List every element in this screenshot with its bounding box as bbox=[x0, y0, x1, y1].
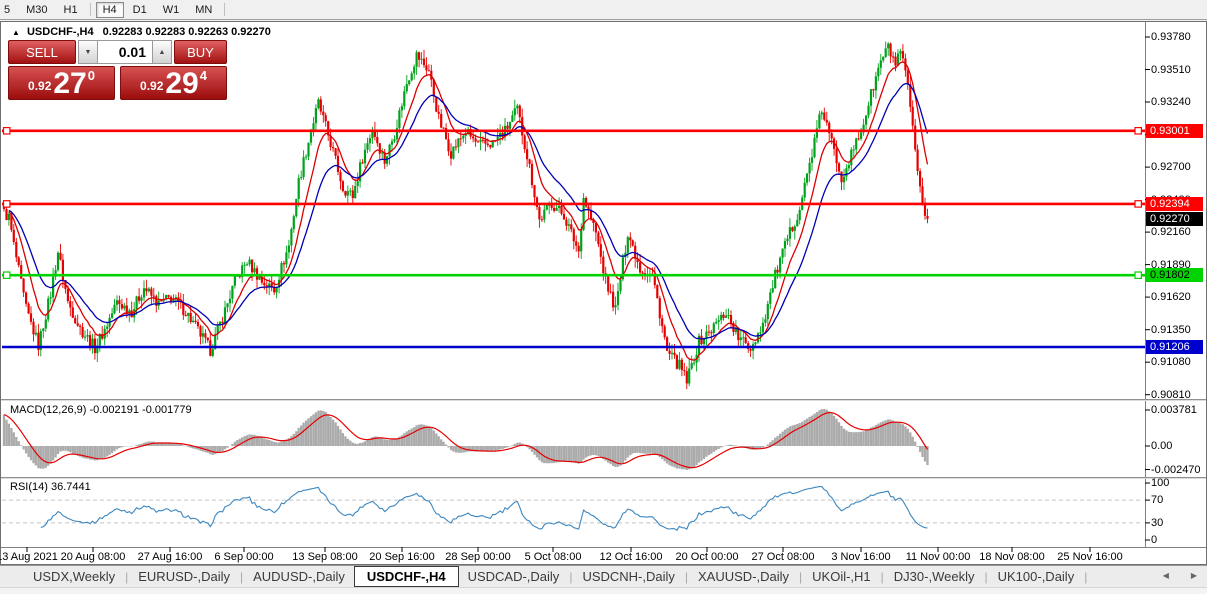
time-axis-label: 20 Sep 16:00 bbox=[369, 551, 435, 563]
current-price-label: 0.92270 bbox=[1146, 212, 1203, 226]
toolbar-separator bbox=[89, 3, 91, 16]
time-axis-label: 12 Oct 16:00 bbox=[599, 551, 663, 563]
chart-tab-usdx-weekly[interactable]: USDX,Weekly bbox=[33, 569, 116, 584]
one-click-panel-toggle-icon[interactable]: ▲ bbox=[12, 28, 20, 37]
timeframe-button-5[interactable]: 5 bbox=[4, 3, 11, 16]
macd-indicator-label: MACD(12,26,9) -0.002191 -0.001779 bbox=[10, 404, 192, 416]
time-axis-label: 27 Oct 08:00 bbox=[751, 551, 815, 563]
time-axis-label: 3 Nov 16:00 bbox=[831, 551, 891, 563]
chart-tab-uk100-daily[interactable]: UK100-,Daily bbox=[997, 569, 1075, 584]
tab-separator: | bbox=[1084, 569, 1088, 584]
buy-price-prefix: 0.92 bbox=[140, 79, 164, 93]
hline-price-label: 0.93001 bbox=[1146, 124, 1203, 138]
time-axis-label: 18 Nov 08:00 bbox=[979, 551, 1045, 563]
tab-separator: | bbox=[239, 569, 244, 584]
price-axis-tick-label: 0.92700 bbox=[1151, 161, 1191, 173]
timeframe-button-h4[interactable]: H4 bbox=[95, 1, 124, 18]
tab-separator: | bbox=[684, 569, 689, 584]
chart-tab-usdcnh-daily[interactable]: USDCNH-,Daily bbox=[582, 569, 675, 584]
tab-separator: | bbox=[125, 569, 129, 584]
time-axis-label: 13 Sep 08:00 bbox=[292, 551, 358, 563]
time-axis-label: 5 Oct 08:00 bbox=[524, 551, 582, 563]
time-axis-label: 20 Oct 00:00 bbox=[675, 551, 739, 563]
chart-tab-audusd-daily[interactable]: AUDUSD-,Daily bbox=[253, 569, 345, 584]
chart-title: ▲ USDCHF-,H4 0.92283 0.92283 0.92263 0.9… bbox=[12, 26, 271, 38]
buy-price-pip-digit: 4 bbox=[199, 68, 207, 83]
tab-scroll-right-icon[interactable]: ▶ bbox=[1190, 571, 1197, 580]
chart-title-symbol: USDCHF-,H4 bbox=[26, 26, 94, 38]
price-axis-tick-label: 0.93780 bbox=[1151, 31, 1191, 43]
time-axis-label: 20 Aug 08:00 bbox=[60, 551, 126, 563]
chart-title-ohlc: 0.92283 0.92283 0.92263 0.92270 bbox=[102, 26, 271, 38]
price-axis-tick-label: 0.91350 bbox=[1151, 324, 1191, 336]
one-click-trading-panel: SELL ▼ 0.01 ▲ BUY 0.92 27 0 0.92 29 4 bbox=[8, 40, 227, 100]
tab-separator: | bbox=[569, 569, 573, 584]
rsi-axis-label: 70 bbox=[1151, 494, 1164, 506]
chart-tab-usdcad-daily[interactable]: USDCAD-,Daily bbox=[467, 569, 560, 584]
rsi-axis-label: 100 bbox=[1151, 477, 1170, 489]
sell-price-display[interactable]: 0.92 27 0 bbox=[8, 66, 115, 100]
volume-input[interactable]: 0.01 bbox=[98, 40, 152, 64]
rsi-axis-label: 0 bbox=[1151, 534, 1158, 546]
time-axis-label: 27 Aug 16:00 bbox=[137, 551, 203, 563]
hline-price-label: 0.91206 bbox=[1146, 340, 1203, 354]
macd-axis-label: -0.002470 bbox=[1151, 464, 1201, 476]
chart-tab-dj30-weekly[interactable]: DJ30-,Weekly bbox=[893, 569, 975, 584]
price-axis-tick-label: 0.91620 bbox=[1151, 291, 1191, 303]
timeframe-button-w1[interactable]: W1 bbox=[162, 3, 180, 16]
timeframe-button-mn[interactable]: MN bbox=[195, 3, 213, 16]
buy-price-big-digits: 29 bbox=[165, 67, 199, 100]
sell-button[interactable]: SELL bbox=[8, 40, 76, 64]
macd-axis-label: 0.003781 bbox=[1151, 404, 1197, 416]
chart-tabs-bar: USDX,Weekly | EURUSD-,Daily | AUDUSD-,Daily U… bbox=[0, 565, 1207, 587]
toolbar-separator bbox=[224, 3, 226, 16]
status-strip bbox=[0, 587, 1207, 594]
price-axis-tick-label: 0.91080 bbox=[1151, 356, 1191, 368]
chart-tab-ukoil-h1[interactable]: UKOil-,H1 bbox=[812, 569, 871, 584]
trade-panel-row2: 0.92 27 0 0.92 29 4 bbox=[8, 66, 227, 100]
hline-price-label: 0.92394 bbox=[1146, 197, 1203, 211]
time-axis-label: 25 Nov 16:00 bbox=[1057, 551, 1123, 563]
time-axis-label: 28 Sep 00:00 bbox=[445, 551, 511, 563]
timeframe-button-d1[interactable]: D1 bbox=[132, 3, 147, 16]
time-axis-label: 6 Sep 00:00 bbox=[214, 551, 274, 563]
price-axis-tick-label: 0.93240 bbox=[1151, 96, 1191, 108]
chart-tab-usdchf-h4[interactable]: USDCHF-,H4 bbox=[353, 566, 459, 587]
up-arrow-icon: ▲ bbox=[158, 48, 166, 56]
time-axis-label: 11 Nov 00:00 bbox=[905, 551, 971, 563]
down-arrow-icon: ▼ bbox=[84, 48, 92, 56]
volume-increase-button[interactable]: ▲ bbox=[152, 40, 172, 64]
price-axis-tick-label: 0.92160 bbox=[1151, 226, 1191, 238]
tab-scroll-left-icon[interactable]: ◀ bbox=[1162, 571, 1169, 580]
buy-price-display[interactable]: 0.92 29 4 bbox=[120, 66, 227, 100]
timeframe-button-h1[interactable]: H1 bbox=[63, 3, 78, 16]
sell-price-pip-digit: 0 bbox=[87, 68, 95, 83]
chart-tab-xauusd-daily[interactable]: XAUUSD-,Daily bbox=[698, 569, 790, 584]
hline-price-label: 0.91802 bbox=[1146, 268, 1203, 282]
buy-button[interactable]: BUY bbox=[174, 40, 227, 64]
chart-window bbox=[0, 21, 1207, 565]
volume-spinner: ▼ 0.01 ▲ bbox=[78, 40, 172, 64]
sell-price-prefix: 0.92 bbox=[28, 79, 52, 93]
tab-separator: | bbox=[984, 569, 988, 584]
price-axis-tick-label: 0.93510 bbox=[1151, 64, 1191, 76]
chart-tab-eurusd-daily[interactable]: EURUSD-,Daily bbox=[138, 569, 230, 584]
macd-axis-label: 0.00 bbox=[1151, 440, 1173, 452]
trade-panel-row1: SELL ▼ 0.01 ▲ BUY bbox=[8, 40, 227, 64]
timeframe-button-m30[interactable]: M30 bbox=[26, 3, 48, 16]
tab-separator: | bbox=[799, 569, 803, 584]
price-axis-tick-label: 0.90810 bbox=[1151, 389, 1191, 401]
sell-price-big-digits: 27 bbox=[53, 67, 87, 100]
rsi-axis-label: 30 bbox=[1151, 517, 1164, 529]
tab-scroll-arrows: ◀ ▶ bbox=[1163, 572, 1197, 580]
volume-decrease-button[interactable]: ▼ bbox=[78, 40, 98, 64]
timeframe-toolbar: 5 M30 H1 H4 D1 W1 MN bbox=[0, 0, 1207, 20]
rsi-indicator-label: RSI(14) 36.7441 bbox=[10, 481, 91, 493]
tab-separator: | bbox=[880, 569, 884, 584]
time-axis-label: 13 Aug 2021 bbox=[0, 551, 58, 563]
